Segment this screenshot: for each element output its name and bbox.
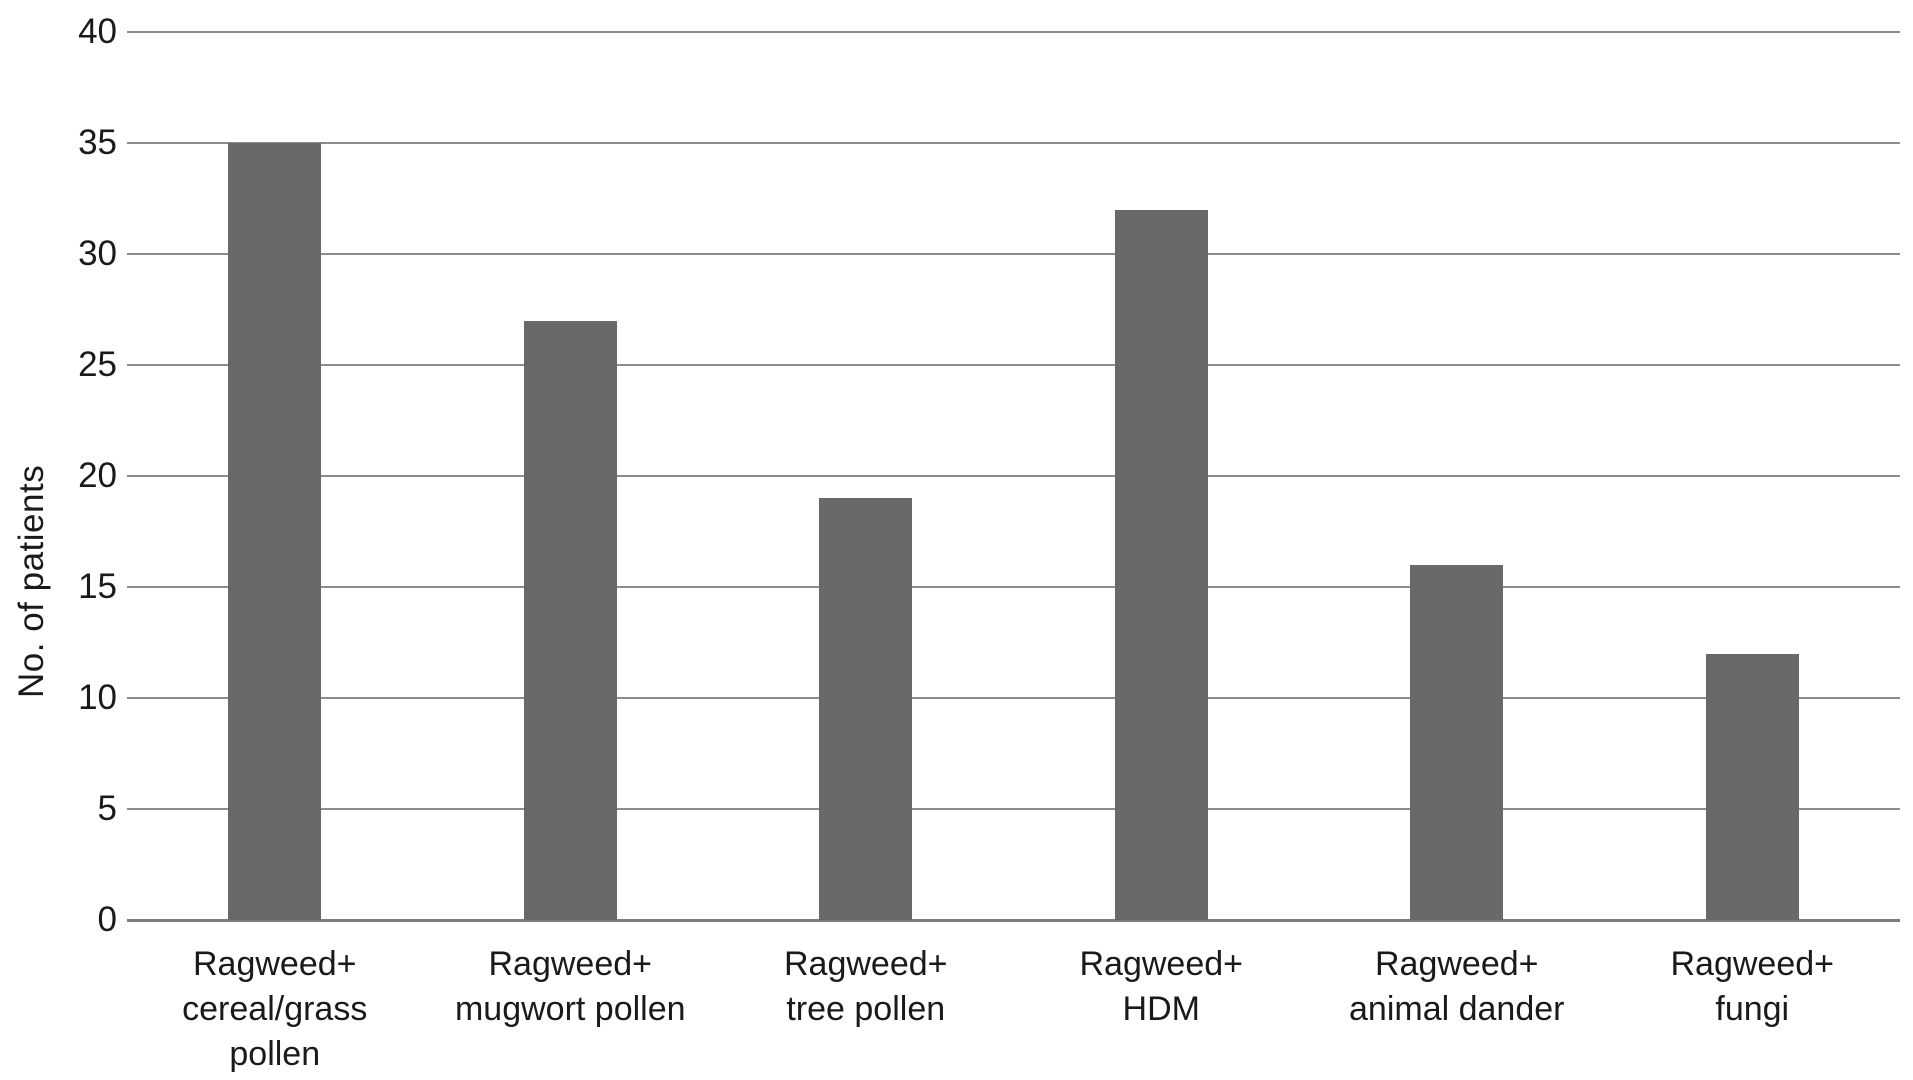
x-category-label: Ragweed+ fungi bbox=[1670, 945, 1834, 1028]
bar bbox=[228, 143, 322, 920]
x-category-label: Ragweed+ cereal/grass pollen bbox=[182, 945, 368, 1073]
bar bbox=[1705, 653, 1799, 920]
x-category-label: Ragweed+ tree pollen bbox=[783, 945, 948, 1028]
y-tick-label: 35 bbox=[78, 123, 117, 162]
bar bbox=[523, 320, 617, 920]
y-tick-label: 40 bbox=[78, 12, 117, 51]
x-category-label: Ragweed+ mugwort pollen bbox=[454, 945, 686, 1028]
gridline bbox=[127, 142, 1900, 144]
gridline bbox=[127, 31, 1900, 33]
x-category-label: Ragweed+ HDM bbox=[1079, 945, 1243, 1028]
y-tick-label: 20 bbox=[78, 456, 117, 495]
y-tick-label: 30 bbox=[78, 234, 117, 273]
y-tick-label: 15 bbox=[78, 567, 117, 606]
bar bbox=[1114, 209, 1208, 920]
y-tick-label: 5 bbox=[97, 789, 117, 828]
gridline bbox=[127, 586, 1900, 588]
gridline bbox=[127, 697, 1900, 699]
bar bbox=[1410, 564, 1504, 920]
y-tick-label: 25 bbox=[78, 345, 117, 384]
y-tick-label: 0 bbox=[97, 900, 117, 939]
bar bbox=[819, 498, 913, 920]
x-category-label: Ragweed+ animal dander bbox=[1349, 945, 1565, 1028]
gridline bbox=[127, 475, 1900, 477]
gridline bbox=[127, 253, 1900, 255]
gridline bbox=[127, 364, 1900, 366]
gridline bbox=[127, 808, 1900, 810]
x-axis-line bbox=[127, 919, 1900, 922]
y-tick-label: 10 bbox=[78, 678, 117, 717]
